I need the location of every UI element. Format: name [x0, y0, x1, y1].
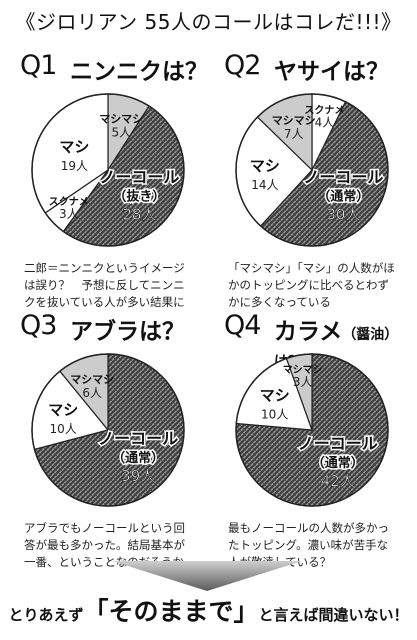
category-label: マシ	[250, 157, 280, 175]
category-label: スクナメ	[49, 196, 89, 208]
value-label: 30人	[326, 205, 360, 223]
category-label: マシ	[59, 138, 89, 156]
value-label: 3人	[59, 207, 79, 221]
chart-panel-q2: Q2 ヤサイは？ スクナメ 4人ノーコール （通常） 30人 マシ 14人 マシマシ 7人 「…	[212, 48, 412, 348]
chart-caption: 二郎＝ニンニクというイメージ は誤り？ 予想に反してニンニ クを抜いている人が多…	[24, 261, 185, 309]
footer-conclusion: とりあえず「そのままで」と言えば間違いない！	[0, 592, 417, 628]
slice-label: ノーコール （通常）39人	[97, 428, 180, 486]
footer-pre: とりあえず	[8, 606, 84, 624]
category-label: ノーコール	[99, 167, 179, 186]
value-label: 3人	[293, 375, 313, 389]
category-label: （通常）	[112, 450, 164, 466]
value-label: 14人	[251, 178, 278, 192]
slice-label: ノーコール （通常）42人	[296, 433, 379, 491]
question-header: Q3 アブラは？	[8, 308, 208, 345]
question-number: Q4	[224, 310, 261, 341]
category-label: スクナメ	[304, 105, 344, 117]
category-label: （抜き）	[113, 188, 165, 204]
value-label: 19人	[61, 159, 88, 173]
slice-label: マシ 10人	[260, 387, 290, 422]
question-number: Q2	[224, 50, 261, 81]
category-label: ノーコール	[98, 429, 178, 448]
category-label: ノーコール	[298, 434, 378, 453]
question-title: ニンニクは？	[70, 59, 208, 85]
category-label: マシマシ	[283, 364, 323, 376]
question-header: Q1 ニンニクは？	[8, 48, 208, 85]
category-label: マシ	[260, 387, 290, 405]
slice-label: ノーコール （抜き）28人	[98, 166, 181, 224]
value-label: 28人	[122, 205, 156, 223]
category-label: マシマシ	[99, 112, 143, 125]
category-label: マシマシ	[70, 373, 114, 386]
question-number: Q1	[20, 50, 57, 81]
question-title: ヤサイは？	[274, 59, 389, 85]
value-label: 7人	[284, 127, 304, 141]
footer-highlight: 「そのままで」	[83, 597, 259, 626]
question-header: Q2 ヤサイは？	[212, 48, 412, 85]
page-title: 《ジロリアン 55人のコールはコレだ!!!》	[15, 10, 402, 34]
value-label: 6人	[82, 386, 102, 400]
question-title: アブラは？	[70, 319, 185, 345]
category-label: マシ	[48, 401, 78, 419]
category-label: （通常）	[317, 188, 369, 204]
value-label: 10人	[261, 408, 288, 422]
value-label: 10人	[50, 422, 77, 436]
slice-label: マシ 14人	[250, 157, 280, 192]
slice-label: マシ 19人	[59, 138, 89, 173]
chart-panel-q1: Q1 ニンニクは？ マシマシ 5人 ノーコール （抜き） 28人 スクナメ 3人 マシ 19人 …	[8, 48, 208, 348]
footer-post: と言えば間違いない！	[258, 606, 409, 624]
value-label: 5人	[111, 125, 131, 139]
slice-label: ノーコール （通常）30人	[302, 166, 385, 224]
chart-caption: 「マシマシ」「マシ」の人数がほ かのトッピングに比べるとわず かに多くなっている	[228, 261, 395, 309]
down-arrow-icon	[112, 561, 302, 591]
value-label: 4人	[315, 116, 335, 130]
category-label: （通常）	[312, 455, 364, 471]
value-label: 39人	[121, 467, 155, 485]
chart-panel-q3: Q3 アブラは？ ノーコール （通常） 39人 マシ 10人 マシマシ 6人 アブラでもノー…	[8, 308, 208, 608]
category-label: ノーコール	[303, 167, 383, 186]
question-header: Q4 カラメ（醤油）は？	[212, 308, 412, 370]
question-number: Q3	[20, 310, 57, 341]
category-label: マシマシ	[272, 114, 316, 127]
value-label: 42人	[321, 472, 355, 490]
slice-label: マシ 10人	[48, 401, 78, 436]
